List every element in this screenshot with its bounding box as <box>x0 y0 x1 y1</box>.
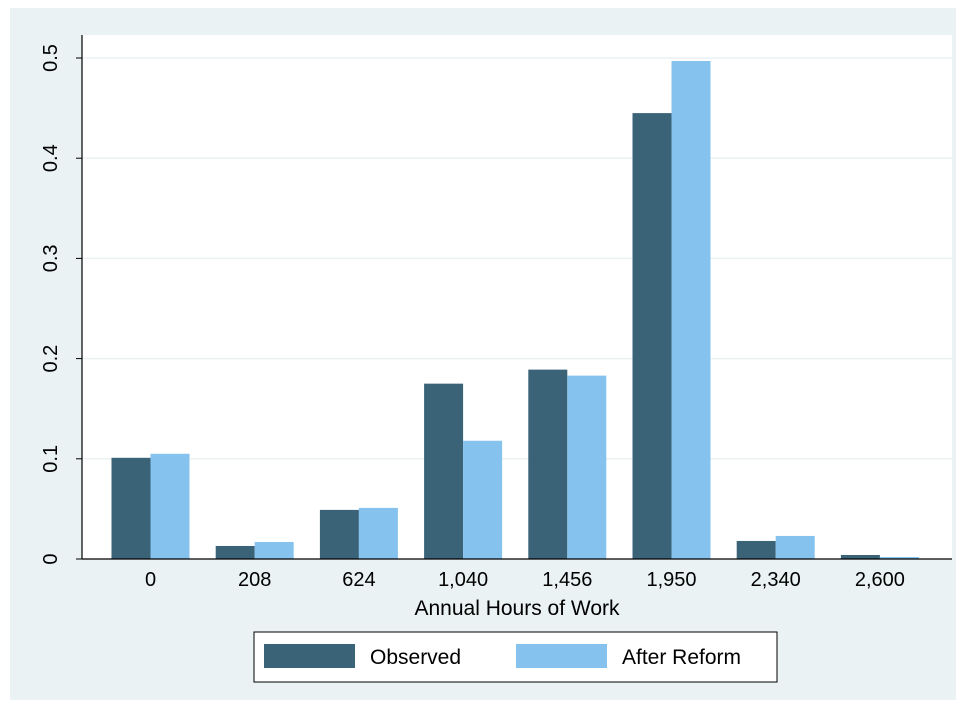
bar-observed <box>424 383 464 559</box>
bar-observed <box>528 369 568 559</box>
axes <box>81 35 952 560</box>
x-tick-label: 1,456 <box>542 569 592 591</box>
y-tick-label: 0.3 <box>40 244 62 272</box>
x-tick-label: 208 <box>238 569 271 591</box>
bar-observed <box>736 540 776 559</box>
legend: Observed After Reform <box>253 631 778 683</box>
x-axis-title: Annual Hours of Work <box>414 597 620 620</box>
bar-after-reform <box>775 535 815 559</box>
y-tick-label: 0.2 <box>40 345 62 373</box>
bar-after-reform <box>879 556 919 559</box>
y-axis-ticks: 0 0.1 0.2 0.3 0.4 0.5 <box>40 44 82 565</box>
x-tick-label: 624 <box>342 569 375 591</box>
bar-after-reform <box>150 453 190 559</box>
plot-area <box>82 35 952 559</box>
x-axis-ticks: 0 208 624 1,040 1,456 1,950 2,340 2,600 <box>145 569 905 591</box>
y-tick-label: 0.5 <box>40 44 62 72</box>
bar-after-reform <box>463 440 503 559</box>
x-tick-label: 1,040 <box>438 569 488 591</box>
y-tick-label: 0.4 <box>40 144 62 172</box>
legend-label: After Reform <box>622 646 741 669</box>
bar-observed <box>215 545 255 559</box>
bar-observed <box>840 554 880 559</box>
bar-observed <box>319 509 359 559</box>
bar-observed <box>632 113 672 560</box>
legend-swatch <box>516 644 607 668</box>
bars <box>111 61 919 560</box>
bar-after-reform <box>254 541 294 559</box>
x-tick-label: 0 <box>145 569 156 591</box>
bar-after-reform <box>358 507 398 559</box>
x-tick-label: 2,340 <box>751 569 801 591</box>
x-tick-label: 1,950 <box>646 569 696 591</box>
bar-observed <box>111 457 151 559</box>
y-tick-label: 0.1 <box>40 445 62 473</box>
y-tick-label: 0 <box>40 553 62 564</box>
x-tick-label: 2,600 <box>855 569 905 591</box>
bar-after-reform <box>567 375 607 559</box>
legend-swatch <box>264 644 355 668</box>
bar-after-reform <box>671 61 711 559</box>
legend-label: Observed <box>370 646 461 669</box>
gridlines <box>82 57 952 460</box>
